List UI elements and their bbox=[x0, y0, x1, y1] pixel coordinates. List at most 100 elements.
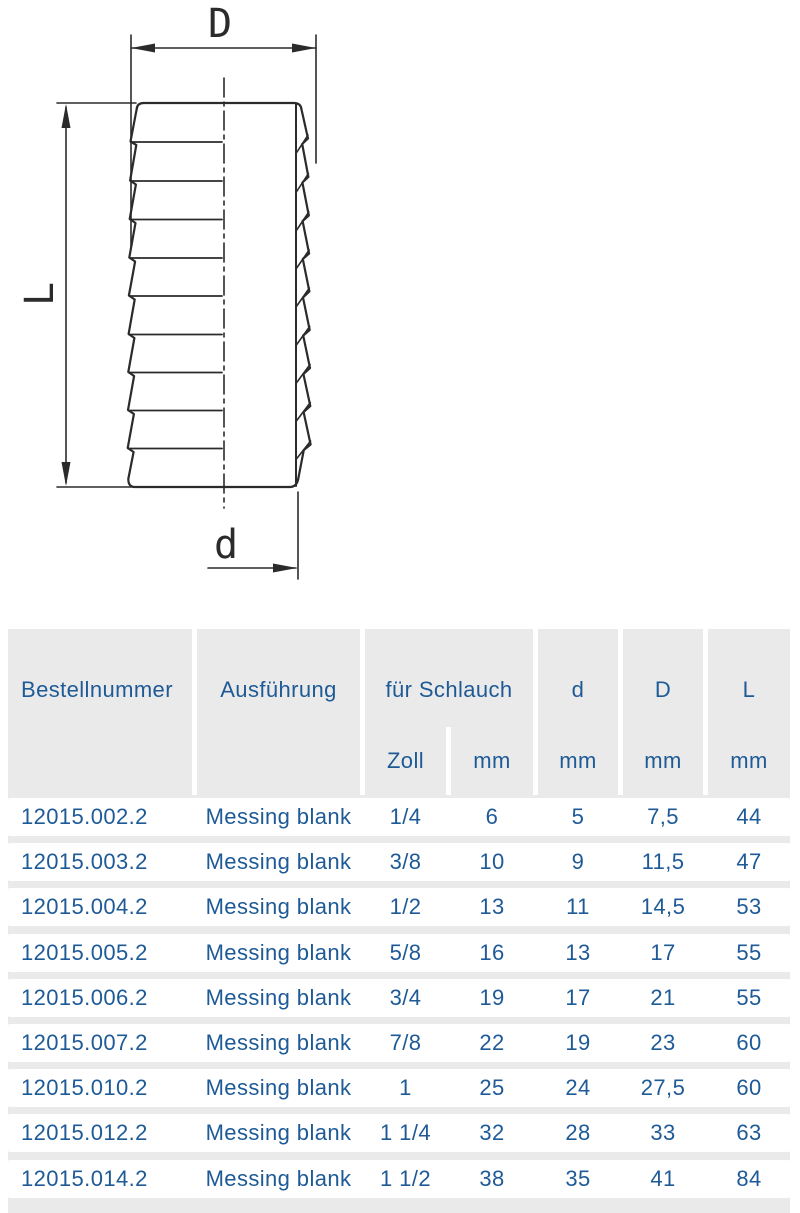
cell-L-mm: 44 bbox=[736, 804, 762, 829]
cell-D-mm: 41 bbox=[650, 1165, 676, 1191]
barb-hatch-lines bbox=[295, 134, 312, 461]
cell-hose-mm: 13 bbox=[479, 894, 505, 920]
header-cell-bestellnummer: Bestellnummer bbox=[8, 629, 192, 795]
dimension-L bbox=[56, 102, 137, 488]
cell-L-mm: 55 bbox=[736, 984, 762, 1010]
cell-hose-zoll: 1 1/2 bbox=[380, 1165, 431, 1191]
cell-hose-zoll: 1/4 bbox=[389, 804, 422, 829]
cell-hose-zoll: 3/8 bbox=[389, 849, 422, 875]
table-row: 12015.005.2 Messing blank 5/8 16 13 17 5… bbox=[8, 933, 790, 972]
cell-L-mm: 55 bbox=[736, 939, 762, 965]
dim-label-length: L bbox=[17, 282, 63, 306]
dimension-D bbox=[130, 34, 317, 248]
dim-label-outer-diameter: D bbox=[208, 1, 232, 47]
spec-table: Bestellnummer Ausführung für Schlauch Zo… bbox=[8, 629, 790, 1213]
cell-d-mm: 11 bbox=[566, 894, 590, 920]
dimension-arrowheads bbox=[61, 43, 316, 573]
cell-hose-mm: 16 bbox=[479, 939, 505, 965]
cell-hose-zoll: 1 bbox=[399, 1075, 412, 1101]
table-row: 12015.002.2 Messing blank 1/4 6 5 7,5 44 bbox=[8, 798, 790, 836]
cell-order-number: 12015.012.2 bbox=[21, 1120, 148, 1146]
cell-D-mm: 33 bbox=[650, 1120, 676, 1146]
cell-version: Messing blank bbox=[205, 849, 352, 875]
cell-order-number: 12015.003.2 bbox=[21, 849, 148, 875]
table-row: 12015.007.2 Messing blank 7/8 22 19 23 6… bbox=[8, 1023, 790, 1062]
header-label-zoll: Zoll bbox=[386, 748, 425, 773]
cell-D-mm: 14,5 bbox=[640, 894, 686, 920]
cell-d-mm: 19 bbox=[565, 1029, 591, 1055]
header-label-D: D bbox=[654, 677, 672, 702]
header-cell-d: d mm bbox=[538, 629, 618, 795]
table-row: 12015.003.2 Messing blank 3/8 10 9 11,5 … bbox=[8, 843, 790, 882]
cell-L-mm: 84 bbox=[736, 1165, 762, 1191]
cell-version: Messing blank bbox=[205, 1165, 352, 1191]
header-unit-d: mm bbox=[559, 748, 597, 773]
header-label-fuer-schlauch: für Schlauch bbox=[385, 677, 513, 702]
cell-version: Messing blank bbox=[205, 939, 352, 965]
cell-order-number: 12015.005.2 bbox=[21, 939, 148, 965]
header-label-ausfuehrung: Ausführung bbox=[220, 677, 337, 702]
cell-hose-mm: 19 bbox=[479, 984, 505, 1010]
table-body: 12015.002.2 Messing blank 1/4 6 5 7,5 44… bbox=[8, 798, 790, 1198]
header-unit-D: mm bbox=[644, 748, 682, 773]
dim-label-inner-diameter: d bbox=[214, 522, 238, 568]
header-label-bestellnummer: Bestellnummer bbox=[21, 677, 173, 702]
cell-version: Messing blank bbox=[205, 984, 352, 1010]
cell-order-number: 12015.006.2 bbox=[21, 984, 148, 1010]
hose-barb-outline bbox=[126, 101, 312, 489]
spec-table-header: Bestellnummer Ausführung für Schlauch Zo… bbox=[8, 629, 790, 795]
cell-order-number: 12015.010.2 bbox=[21, 1075, 148, 1101]
cell-d-mm: 17 bbox=[565, 984, 591, 1010]
header-cell-zoll: Zoll bbox=[365, 727, 446, 795]
header-cell-schlauch-mm: mm bbox=[451, 727, 533, 795]
cell-L-mm: 53 bbox=[736, 894, 762, 920]
cell-version: Messing blank bbox=[205, 894, 352, 920]
cell-order-number: 12015.002.2 bbox=[21, 804, 148, 829]
cell-hose-mm: 22 bbox=[479, 1029, 505, 1055]
header-unit-L: mm bbox=[730, 748, 768, 773]
barb-ledge-lines bbox=[127, 141, 223, 450]
header-label-L: L bbox=[742, 677, 756, 702]
cell-hose-zoll: 5/8 bbox=[389, 939, 422, 965]
header-cell-D: D mm bbox=[623, 629, 703, 795]
cell-version: Messing blank bbox=[205, 804, 352, 829]
cell-d-mm: 24 bbox=[565, 1075, 591, 1101]
header-cell-ausfuehrung: Ausführung bbox=[197, 629, 360, 795]
cell-D-mm: 11,5 bbox=[641, 849, 685, 875]
table-row: 12015.014.2 Messing blank 1 1/2 38 35 41… bbox=[8, 1159, 790, 1198]
cell-d-mm: 5 bbox=[571, 804, 585, 829]
cell-d-mm: 9 bbox=[571, 849, 585, 875]
table-row: 12015.004.2 Messing blank 1/2 13 11 14,5… bbox=[8, 888, 790, 927]
cell-hose-mm: 32 bbox=[479, 1120, 505, 1146]
cell-D-mm: 7,5 bbox=[647, 804, 679, 829]
cell-L-mm: 47 bbox=[736, 849, 762, 875]
header-label-schlauch-mm: mm bbox=[473, 748, 511, 773]
cell-L-mm: 60 bbox=[736, 1075, 762, 1101]
cell-d-mm: 35 bbox=[565, 1165, 591, 1191]
table-row: 12015.006.2 Messing blank 3/4 19 17 21 5… bbox=[8, 978, 790, 1017]
header-cell-fuer-schlauch: für Schlauch bbox=[365, 629, 533, 727]
cell-hose-zoll: 3/4 bbox=[389, 984, 422, 1010]
cell-D-mm: 21 bbox=[650, 984, 676, 1010]
header-cell-L: L mm bbox=[708, 629, 790, 795]
cell-order-number: 12015.014.2 bbox=[21, 1165, 148, 1191]
cell-hose-mm: 38 bbox=[479, 1165, 505, 1191]
cell-version: Messing blank bbox=[205, 1120, 352, 1146]
cell-D-mm: 27,5 bbox=[640, 1075, 686, 1101]
cell-order-number: 12015.004.2 bbox=[21, 894, 148, 920]
cell-version: Messing blank bbox=[205, 1029, 352, 1055]
cell-L-mm: 63 bbox=[736, 1120, 762, 1146]
table-row: 12015.012.2 Messing blank 1 1/4 32 28 33… bbox=[8, 1114, 790, 1153]
technical-drawing: D L d bbox=[17, 1, 317, 580]
cell-hose-mm: 25 bbox=[479, 1075, 505, 1101]
cell-hose-zoll: 7/8 bbox=[389, 1029, 422, 1055]
cell-d-mm: 13 bbox=[565, 939, 591, 965]
cell-D-mm: 23 bbox=[650, 1029, 676, 1055]
cell-d-mm: 28 bbox=[565, 1120, 591, 1146]
cell-hose-zoll: 1 1/4 bbox=[380, 1120, 431, 1146]
header-label-d: d bbox=[571, 677, 585, 702]
cell-version: Messing blank bbox=[205, 1075, 352, 1101]
cell-hose-zoll: 1/2 bbox=[389, 894, 422, 920]
table-row: 12015.010.2 Messing blank 1 25 24 27,5 6… bbox=[8, 1069, 790, 1108]
cell-hose-mm: 10 bbox=[479, 849, 505, 875]
